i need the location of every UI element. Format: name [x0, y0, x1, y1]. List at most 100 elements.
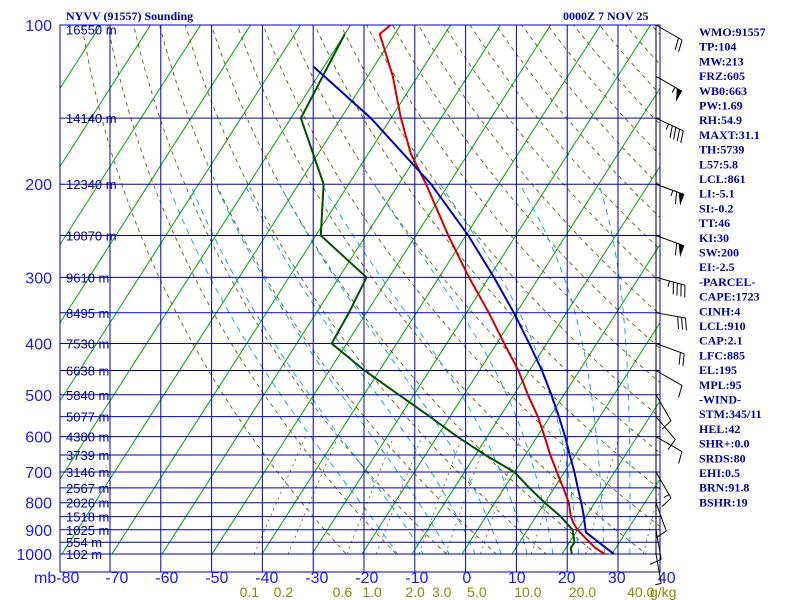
barb-full: [682, 353, 685, 367]
x-tick-label: 40: [658, 570, 676, 587]
height-label: 8495 m: [66, 306, 109, 321]
x-tick-label: mb-80: [34, 570, 79, 587]
dry-adiabat: [443, 25, 660, 283]
barb-staff: [655, 117, 684, 132]
mixing-ratio-line: [418, 436, 463, 554]
barb-half: [655, 583, 662, 586]
y-tick-label: 400: [25, 337, 52, 354]
dry-adiabat: [417, 25, 660, 316]
height-label: 9610 m: [66, 270, 109, 285]
height-label: 3739 m: [66, 448, 109, 463]
wind-barb: [649, 529, 662, 565]
index-line: PW:1.69: [699, 99, 743, 113]
index-line: LCL:861: [699, 172, 746, 186]
index-line: FRZ:605: [699, 69, 745, 83]
y-tick-label: 300: [25, 270, 52, 287]
index-line: TH:5739: [699, 143, 744, 157]
x-tick-label: 20: [558, 570, 576, 587]
moist-adiabat: [189, 184, 424, 554]
index-line: CAPE:1723: [699, 290, 760, 304]
mixing-ratio-label: 2.0: [405, 584, 425, 600]
wind-barbs: [649, 24, 687, 586]
wind-barb: [655, 75, 683, 102]
height-labels: 16550 m 14140 m 12340 m 10870 m 9610 m 8495 m…: [66, 23, 117, 563]
barb-staff: [655, 24, 683, 41]
y-tick-label: 1000: [16, 547, 52, 564]
isotherm-line: [411, 165, 660, 554]
moist-adiabat: [279, 183, 502, 554]
barb-half: [663, 494, 670, 499]
wind-barb: [655, 416, 676, 450]
pressure-temperature-grid: [59, 24, 661, 573]
mixing-ratio-label: 5.0: [467, 584, 487, 600]
wind-barb: [655, 117, 684, 144]
height-label: 2026 m: [66, 496, 109, 511]
y-tick-label: 900: [25, 523, 52, 540]
x-tick-label: -50: [205, 570, 228, 587]
x-tick-label: 30: [608, 570, 626, 587]
barb-full: [676, 129, 681, 142]
moist-adiabat: [321, 183, 528, 554]
dry-adiabat: [210, 25, 598, 554]
sounding-traces: [299, 25, 616, 554]
index-line: MPL:95: [699, 378, 742, 392]
barb-full: [678, 39, 683, 53]
parcel-trace: [313, 66, 616, 554]
index-line: SRDS:80: [699, 451, 746, 465]
barb-half: [665, 123, 670, 130]
dry-adiabat: [236, 25, 648, 554]
height-label: 14140 m: [66, 111, 117, 126]
isotherm-line: [361, 87, 660, 554]
index-line: EHI:0.5: [699, 466, 740, 480]
y-tick-label: 800: [25, 496, 52, 513]
height-label: 1025 m: [66, 523, 109, 538]
wind-barb: [655, 553, 662, 586]
height-label: 2567 m: [66, 481, 109, 496]
isotherm-line: [311, 25, 651, 554]
index-line: LFC:885: [699, 348, 745, 362]
index-line: RH:54.9: [699, 113, 742, 127]
barb-full: [673, 127, 677, 140]
height-label: 10870 m: [66, 229, 117, 244]
isotherm-line: [161, 25, 501, 554]
isotherm-line: [61, 25, 401, 554]
barb-staff: [655, 343, 685, 355]
index-line: CAP:2.1: [699, 334, 743, 348]
isotherm-line: [60, 25, 201, 246]
mixing-ratio-label: 1.0: [362, 584, 382, 600]
isotherm-line: [60, 25, 351, 480]
barb-full: [661, 497, 672, 507]
barb-staff: [655, 553, 662, 584]
index-line: WMO:91557: [699, 25, 766, 39]
mixing-ratio-line: [287, 436, 339, 554]
isotherm-line: [511, 321, 660, 554]
barb-staff: [655, 529, 662, 560]
barb-full: [681, 317, 683, 330]
y-tick-label: 600: [25, 430, 52, 447]
height-label: 3146 m: [66, 465, 109, 480]
moist-adiabat: [519, 183, 605, 554]
index-line: L57:5.8: [699, 157, 738, 171]
temperature-axis-labels: mb-80 -70 -60 -50 -40 -30 -20 -10 0 10 20 30 40: [34, 570, 676, 587]
barb-staff: [655, 312, 686, 319]
dry-adiabat: [81, 25, 347, 554]
index-line: TP:104: [699, 40, 736, 54]
barb-full: [667, 439, 676, 450]
wind-barb: [655, 370, 683, 398]
moist-adiabat: [244, 184, 476, 554]
index-line: BSHR:19: [699, 495, 748, 509]
wind-barb: [655, 343, 685, 367]
index-line: -WIND-: [699, 393, 741, 407]
moist-adiabat: [167, 184, 398, 554]
barb-full: [685, 317, 687, 331]
index-line: LI:-5.1: [699, 187, 735, 201]
mixing-ratio-line: [253, 436, 306, 554]
wind-barb: [655, 502, 667, 539]
barb-full: [649, 558, 662, 565]
barb-staff: [655, 394, 672, 421]
index-line: STM:345/11: [699, 407, 762, 421]
wind-barb: [655, 312, 687, 331]
index-line: EL:195: [699, 363, 737, 377]
